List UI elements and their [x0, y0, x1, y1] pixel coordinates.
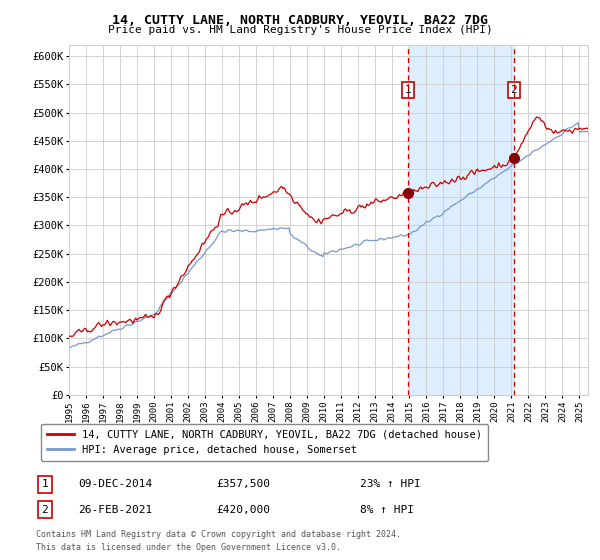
Text: Price paid vs. HM Land Registry's House Price Index (HPI): Price paid vs. HM Land Registry's House … [107, 25, 493, 35]
Legend: 14, CUTTY LANE, NORTH CADBURY, YEOVIL, BA22 7DG (detached house), HPI: Average p: 14, CUTTY LANE, NORTH CADBURY, YEOVIL, B… [41, 423, 488, 461]
Text: 1: 1 [41, 479, 49, 489]
Text: 14, CUTTY LANE, NORTH CADBURY, YEOVIL, BA22 7DG: 14, CUTTY LANE, NORTH CADBURY, YEOVIL, B… [112, 14, 488, 27]
Bar [408, 45, 514, 395]
Text: 23% ↑ HPI: 23% ↑ HPI [360, 479, 421, 489]
Text: £420,000: £420,000 [216, 505, 270, 515]
Text: £357,500: £357,500 [216, 479, 270, 489]
Text: 26-FEB-2021: 26-FEB-2021 [78, 505, 152, 515]
Text: 8% ↑ HPI: 8% ↑ HPI [360, 505, 414, 515]
Text: Contains HM Land Registry data © Crown copyright and database right 2024.: Contains HM Land Registry data © Crown c… [36, 530, 401, 539]
Text: 1: 1 [405, 85, 412, 95]
Text: 2: 2 [41, 505, 49, 515]
Text: 09-DEC-2014: 09-DEC-2014 [78, 479, 152, 489]
Text: 2: 2 [511, 85, 517, 95]
Text: This data is licensed under the Open Government Licence v3.0.: This data is licensed under the Open Gov… [36, 543, 341, 552]
